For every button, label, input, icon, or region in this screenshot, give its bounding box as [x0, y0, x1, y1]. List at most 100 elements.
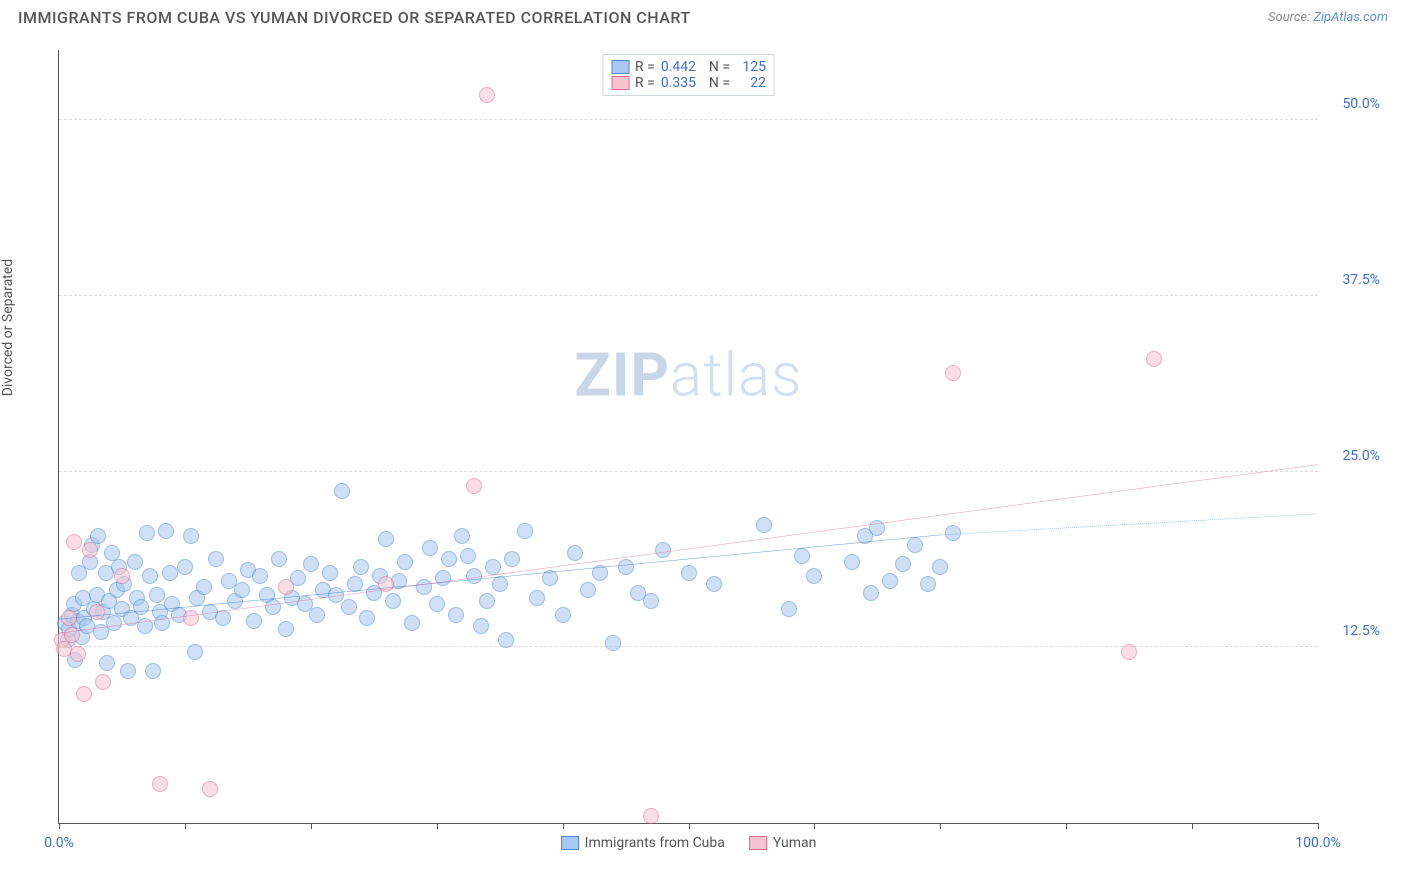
data-point-cuba [756, 517, 772, 533]
data-point-cuba [353, 559, 369, 575]
legend-item: Immigrants from Cuba [561, 835, 725, 851]
legend-swatch [561, 836, 579, 850]
y-tick-label: 37.5% [1325, 272, 1380, 288]
data-point-yuman [466, 478, 482, 494]
legend-r-label: R = [635, 59, 655, 75]
data-point-cuba [196, 579, 212, 595]
data-point-cuba [466, 568, 482, 584]
legend-n-label: N = [709, 75, 730, 91]
watermark-zip: ZIP [574, 339, 670, 410]
x-tick [59, 823, 60, 829]
data-point-cuba [359, 610, 375, 626]
legend-swatch [611, 60, 629, 74]
data-point-cuba [580, 582, 596, 598]
trend-line-dash-cuba [940, 514, 1318, 535]
y-tick-label: 25.0% [1325, 448, 1380, 464]
plot-region: ZIPatlas R =0.442N =125R =0.335N =22 Imm… [58, 50, 1318, 824]
data-point-cuba [334, 483, 350, 499]
data-point-cuba [895, 556, 911, 572]
x-tick [814, 823, 815, 829]
data-point-cuba [309, 607, 325, 623]
data-point-cuba [142, 568, 158, 584]
data-point-cuba [517, 523, 533, 539]
data-point-cuba [133, 599, 149, 615]
data-point-cuba [844, 554, 860, 570]
source-label: Source: [1268, 10, 1310, 25]
chart-title: IMMIGRANTS FROM CUBA VS YUMAN DIVORCED O… [18, 8, 691, 27]
data-point-cuba [234, 582, 250, 598]
data-point-yuman [202, 781, 218, 797]
data-point-yuman [89, 604, 105, 620]
data-point-cuba [542, 570, 558, 586]
data-point-cuba [706, 576, 722, 592]
data-point-cuba [882, 573, 898, 589]
data-point-cuba [127, 554, 143, 570]
data-point-cuba [341, 599, 357, 615]
data-point-yuman [76, 686, 92, 702]
data-point-yuman [1146, 351, 1162, 367]
legend-n-label: N = [709, 59, 730, 75]
data-point-cuba [441, 551, 457, 567]
data-point-cuba [183, 528, 199, 544]
data-point-cuba [265, 599, 281, 615]
data-point-cuba [485, 559, 501, 575]
legend-swatch [749, 836, 767, 850]
data-point-cuba [781, 601, 797, 617]
legend-stat-row: R =0.442N =125 [611, 59, 766, 75]
gridline [59, 119, 1318, 120]
y-tick-label: 50.0% [1325, 96, 1380, 112]
data-point-cuba [404, 615, 420, 631]
data-point-cuba [448, 607, 464, 623]
data-point-cuba [322, 565, 338, 581]
data-point-cuba [907, 537, 923, 553]
data-point-cuba [454, 528, 470, 544]
data-point-yuman [66, 534, 82, 550]
gridline [59, 471, 1318, 472]
data-point-cuba [863, 585, 879, 601]
source-link[interactable]: ZipAtlas.com [1313, 10, 1388, 25]
data-point-cuba [932, 559, 948, 575]
data-point-cuba [504, 551, 520, 567]
legend-label: Yuman [773, 835, 816, 851]
data-point-cuba [681, 565, 697, 581]
data-point-cuba [435, 570, 451, 586]
data-point-cuba [555, 607, 571, 623]
data-point-cuba [416, 579, 432, 595]
x-tick [689, 823, 690, 829]
data-point-cuba [106, 615, 122, 631]
x-tick [311, 823, 312, 829]
x-tick [1066, 823, 1067, 829]
data-point-yuman [95, 674, 111, 690]
data-point-cuba [397, 554, 413, 570]
source: Source: ZipAtlas.com [1268, 10, 1388, 25]
legend-r-value: 0.442 [661, 59, 703, 75]
gridline [59, 295, 1318, 296]
legend-label: Immigrants from Cuba [585, 835, 725, 851]
data-point-cuba [278, 621, 294, 637]
data-point-cuba [592, 565, 608, 581]
data-point-cuba [655, 542, 671, 558]
x-tick-label: 0.0% [44, 835, 74, 851]
legend-stats: R =0.442N =125R =0.335N =22 [602, 54, 775, 96]
data-point-cuba [177, 559, 193, 575]
data-point-yuman [278, 579, 294, 595]
legend-stat-row: R =0.335N =22 [611, 75, 766, 91]
data-point-cuba [492, 576, 508, 592]
data-point-cuba [945, 525, 961, 541]
data-point-cuba [99, 655, 115, 671]
data-point-cuba [149, 587, 165, 603]
legend-swatch [611, 76, 629, 90]
legend-n-value: 22 [736, 75, 766, 91]
data-point-yuman [70, 646, 86, 662]
data-point-cuba [479, 593, 495, 609]
data-point-yuman [945, 365, 961, 381]
data-point-cuba [529, 590, 545, 606]
data-point-cuba [429, 596, 445, 612]
data-point-cuba [303, 556, 319, 572]
chart-area: Divorced or Separated ZIPatlas R =0.442N… [18, 40, 1388, 874]
data-point-yuman [479, 87, 495, 103]
data-point-cuba [154, 615, 170, 631]
data-point-cuba [145, 663, 161, 679]
data-point-cuba [252, 568, 268, 584]
x-tick [185, 823, 186, 829]
